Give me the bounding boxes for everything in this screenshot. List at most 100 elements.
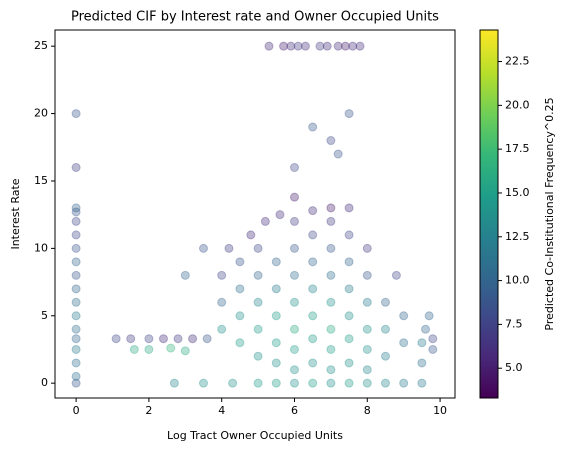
chart-title: Predicted CIF by Interest rate and Owner… [71, 10, 439, 25]
point [289, 216, 299, 226]
x-tick-label: 10 [433, 404, 447, 417]
point [399, 378, 409, 388]
point [380, 297, 390, 307]
point [308, 334, 318, 344]
point [308, 311, 318, 321]
point [308, 378, 318, 388]
point [198, 378, 208, 388]
y-tick-label: 10 [34, 241, 48, 254]
point [326, 297, 336, 307]
point [326, 344, 336, 354]
point [362, 270, 372, 280]
point [253, 270, 263, 280]
point [289, 365, 299, 375]
colorbar-label: Predicted Co-Institutional Frequency^0.2… [543, 97, 556, 330]
points [71, 41, 438, 388]
point [158, 334, 168, 344]
colorbar-tick-label: 17.5 [505, 142, 530, 155]
point [71, 162, 81, 172]
point [417, 338, 427, 348]
point [228, 378, 238, 388]
point [399, 338, 409, 348]
point [344, 284, 354, 294]
point [71, 334, 81, 344]
point [340, 41, 350, 51]
point [362, 324, 372, 334]
plot-frame [54, 29, 456, 399]
point [380, 351, 390, 361]
point [71, 207, 81, 217]
point [326, 270, 336, 280]
point [344, 203, 354, 213]
point [166, 343, 176, 353]
y-tick-label: 5 [41, 309, 48, 322]
point [71, 109, 81, 119]
point [344, 230, 354, 240]
point [144, 344, 154, 354]
point [71, 230, 81, 240]
colorbar-tick-label: 15.0 [505, 186, 530, 199]
point [326, 378, 336, 388]
x-tick-label: 4 [218, 404, 225, 417]
point [362, 378, 372, 388]
y-tick-label: 25 [34, 39, 48, 52]
point [169, 378, 179, 388]
point [289, 344, 299, 354]
point [344, 311, 354, 321]
point [428, 344, 438, 354]
point [71, 311, 81, 321]
point [326, 324, 336, 334]
colorbar-tick-label: 20.0 [505, 98, 530, 111]
point [289, 324, 299, 334]
colorbar [479, 29, 499, 399]
point [344, 358, 354, 368]
point [289, 162, 299, 172]
point [253, 324, 263, 334]
point [71, 378, 81, 388]
point [326, 243, 336, 253]
point [111, 334, 121, 344]
x-axis-label: Log Tract Owner Occupied Units [167, 429, 343, 442]
point [217, 324, 227, 334]
point [289, 297, 299, 307]
y-tick-label: 15 [34, 174, 48, 187]
point [315, 41, 325, 51]
point [362, 297, 372, 307]
point [399, 311, 409, 321]
point [322, 41, 332, 51]
x-tick-label: 0 [73, 404, 80, 417]
point [424, 311, 434, 321]
point [271, 358, 281, 368]
point [348, 41, 358, 51]
point [253, 243, 263, 253]
point [279, 41, 289, 51]
point [253, 378, 263, 388]
point [173, 334, 183, 344]
point [289, 270, 299, 280]
point [71, 324, 81, 334]
point [326, 365, 336, 375]
y-tick-label: 0 [41, 376, 48, 389]
point [202, 334, 212, 344]
point [344, 257, 354, 267]
colorbar-tick-label: 7.5 [505, 317, 523, 330]
point [275, 210, 285, 220]
colorbar-tick-label: 5.0 [505, 361, 523, 374]
point [188, 334, 198, 344]
y-tick-label: 20 [34, 107, 48, 120]
point [264, 41, 274, 51]
point [289, 192, 299, 202]
point [362, 365, 372, 375]
x-tick-label: 6 [291, 404, 298, 417]
point [333, 149, 343, 159]
point [271, 378, 281, 388]
point [180, 270, 190, 280]
x-tick-label: 2 [145, 404, 152, 417]
point [417, 358, 427, 368]
point [271, 284, 281, 294]
y-axis-label: Interest Rate [9, 178, 22, 249]
point [246, 230, 256, 240]
colorbar-tick-label: 10.0 [505, 274, 530, 287]
point [308, 257, 318, 267]
